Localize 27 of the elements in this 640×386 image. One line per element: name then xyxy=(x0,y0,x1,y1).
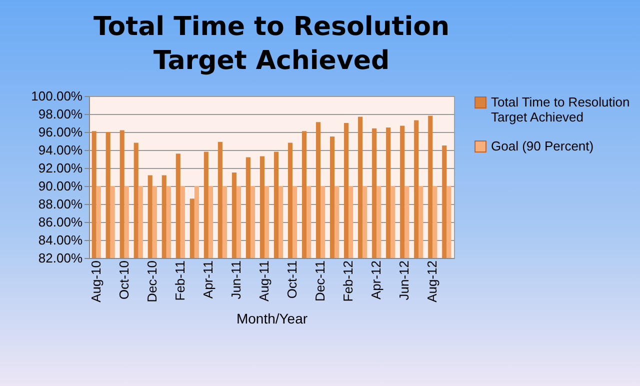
legend-label: Total Time to Resolution Target Achieved xyxy=(491,94,630,124)
y-tick-label: 92.00% xyxy=(38,160,83,176)
y-tick-label: 94.00% xyxy=(38,142,83,158)
x-tick-label: Jun-11 xyxy=(228,260,244,300)
legend-label: Goal (90 Percent) xyxy=(491,138,594,154)
x-tick-label: Oct-11 xyxy=(284,260,300,299)
x-tick-label: Apr-11 xyxy=(200,260,216,299)
x-tick-label: Oct-10 xyxy=(116,260,132,300)
y-tick-label: 98.00% xyxy=(38,106,83,122)
chart-title: Total Time to Resolution Target Achieved xyxy=(94,12,450,76)
y-tick-label: 96.00% xyxy=(38,124,83,140)
x-tick-label: Feb-11 xyxy=(172,260,188,301)
x-tick-label: Feb-12 xyxy=(340,260,356,302)
x-tick-label: Aug-12 xyxy=(424,260,440,302)
x-tick-label: Apr-12 xyxy=(368,260,384,300)
x-axis-title: Month/Year xyxy=(236,310,308,326)
x-tick-label: Dec-10 xyxy=(144,260,160,302)
y-tick-label: 100.00% xyxy=(31,88,83,104)
y-tick-label: 88.00% xyxy=(38,196,83,212)
x-tick-label: Jun-12 xyxy=(396,260,412,300)
y-tick-label: 90.00% xyxy=(38,178,83,194)
x-tick-label: Aug-10 xyxy=(88,260,104,302)
x-tick-label: Aug-11 xyxy=(256,260,272,302)
y-tick-label: 86.00% xyxy=(38,214,83,230)
x-tick-label: Dec-11 xyxy=(312,260,328,302)
y-tick-label: 84.00% xyxy=(38,232,83,248)
y-tick-label: 82.00% xyxy=(38,250,83,266)
